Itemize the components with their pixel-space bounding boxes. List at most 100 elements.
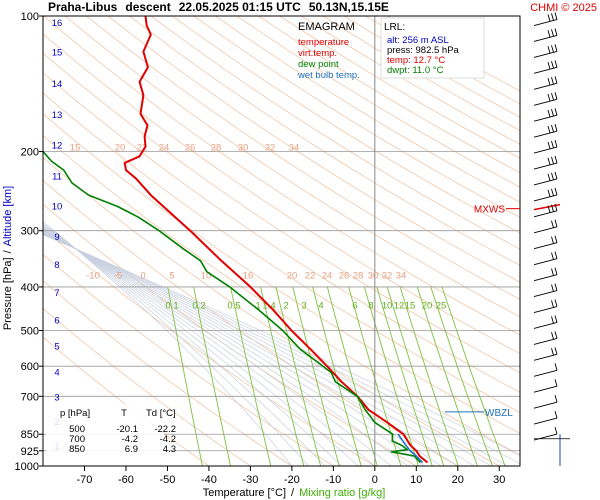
legend-dew-point: dew point [298, 59, 339, 70]
wind-barb-flag [551, 220, 554, 228]
wind-barb-flag [554, 267, 558, 275]
mixing-ratio-label: 0.5 [227, 301, 240, 312]
wind-barb-flag [554, 299, 558, 307]
altitude-tick-label: 13 [52, 110, 63, 121]
dry-adiabat-line [150, 16, 520, 250]
moist-adiabat-line [43, 230, 425, 466]
wind-barb-flag [551, 348, 554, 356]
dry-adiabat-line [43, 16, 520, 336]
wind-barb [533, 98, 558, 106]
wind-barb-flag [554, 347, 558, 355]
mixing-ratio-label: 0.2 [192, 301, 205, 312]
wind-barb-flag [547, 141, 551, 150]
altitude-tick-label: 12 [52, 141, 63, 152]
mxws-marker-label: MXWS [474, 205, 505, 216]
dry-adiabat-label: 34 [396, 270, 407, 281]
table-header-td: Td [°C] [146, 408, 176, 419]
wind-barb-flag [554, 410, 558, 419]
wind-barb-flag [547, 93, 551, 102]
wind-barb-flag [554, 379, 558, 387]
p-tick-label: 100 [21, 11, 39, 23]
p-tick-label: 500 [21, 326, 39, 338]
lrl-dwpt: dwpt: 11.0 °C [387, 65, 444, 76]
wind-barb [533, 401, 558, 409]
dry-adiabat-line [43, 33, 520, 355]
wind-barb-flag [554, 28, 558, 36]
mixing-ratio-label: 4 [318, 301, 323, 312]
moist-adiabat-line [43, 232, 492, 466]
lrl-box-frame [380, 17, 485, 79]
wind-barb-flag [551, 124, 554, 133]
dry-adiabat-label: 32 [382, 270, 393, 281]
dry-adiabat-label: 34 [289, 142, 300, 153]
wind-barb-flag [554, 92, 558, 100]
wind-barb-flag [554, 363, 558, 371]
wind-barb [533, 353, 558, 361]
x-tick-label: -60 [118, 474, 134, 486]
altitude-tick-label: 5 [54, 342, 59, 353]
wind-barb-flag [554, 219, 558, 227]
legend: EMAGRAM temperature virt.temp. dew point… [297, 21, 360, 81]
plot-area [43, 16, 520, 466]
lrl-press: press: 982.5 hPa [387, 45, 460, 56]
wind-barb-flag [547, 30, 551, 38]
x-tick-label: -40 [201, 474, 217, 486]
legend-virt-temp: virt.temp. [298, 48, 337, 59]
mixing-ratio-label: 10 [382, 301, 393, 312]
dry-adiabat-label: 16 [243, 270, 254, 281]
dry-adiabat-label: -5 [114, 270, 122, 281]
wind-barb-flag [554, 12, 558, 20]
wind-barb-flag [547, 109, 551, 118]
moist-adiabat-line [43, 224, 326, 466]
x-tick-label: -20 [284, 474, 300, 486]
altitude-tick-label: 4 [54, 367, 59, 378]
wind-barb [533, 19, 558, 26]
table-cell: -4.2 [160, 434, 176, 445]
altitude-tick-label: 9 [54, 232, 59, 243]
wind-barb-flag [551, 29, 554, 37]
table-cell: 4.3 [163, 444, 176, 455]
mixing-ratio-label: 0.1 [165, 301, 178, 312]
dry-adiabat-label: 22 [305, 270, 316, 281]
dry-adiabat-line [193, 16, 520, 218]
lrl-title: LRL: [384, 22, 405, 33]
wind-barb [533, 50, 558, 58]
mixing-ratio-label: 3 [301, 301, 306, 312]
dry-adiabat-label: 30 [238, 142, 249, 153]
wind-barb-flag [554, 235, 558, 243]
p-tick-label: 300 [21, 226, 39, 238]
altitude-tick-label: 15 [52, 48, 63, 59]
lrl-temp: temp: 12.7 °C [387, 55, 445, 66]
wind-barb-flag [554, 203, 558, 211]
wind-barb-flag [554, 251, 558, 259]
wind-barb-flag [547, 189, 551, 197]
wind-barb-flag [554, 76, 558, 84]
dry-adiabat-label: 28 [353, 270, 364, 281]
dry-adiabat-label: 26 [339, 270, 350, 281]
wind-barb-flag [547, 157, 551, 165]
p-tick-label: 1000 [15, 461, 39, 473]
p-tick-label: 850 [21, 429, 39, 441]
dry-adiabat-line [107, 16, 520, 283]
wind-barb-flag [551, 332, 554, 340]
table-cell: -4.2 [122, 434, 138, 445]
wind-barb-flag [551, 236, 554, 244]
wind-barb [533, 385, 558, 393]
dry-adiabat-label: 10 [201, 270, 212, 281]
dry-adiabat-label: 28 [211, 142, 222, 153]
altitude-tick-label: 11 [52, 171, 62, 182]
x-tick-label: 0 [372, 474, 378, 486]
wind-barb [533, 162, 558, 170]
moist-adiabat-line [43, 231, 442, 466]
wind-barb-flag [554, 139, 558, 148]
dry-adiabat-line [86, 16, 520, 300]
altitude-tick-label: 6 [54, 315, 59, 326]
dry-adiabat-line [215, 16, 520, 203]
altitude-tick-label: 16 [52, 18, 63, 29]
x-axis-title: Temperature [°C] / Mixing ratio [g/kg] [203, 487, 386, 499]
wind-barb [533, 290, 558, 298]
dry-adiabat-label: 20 [287, 270, 298, 281]
series-line-dew-point [43, 150, 422, 464]
mixing-ratio-label: 25 [436, 301, 447, 312]
